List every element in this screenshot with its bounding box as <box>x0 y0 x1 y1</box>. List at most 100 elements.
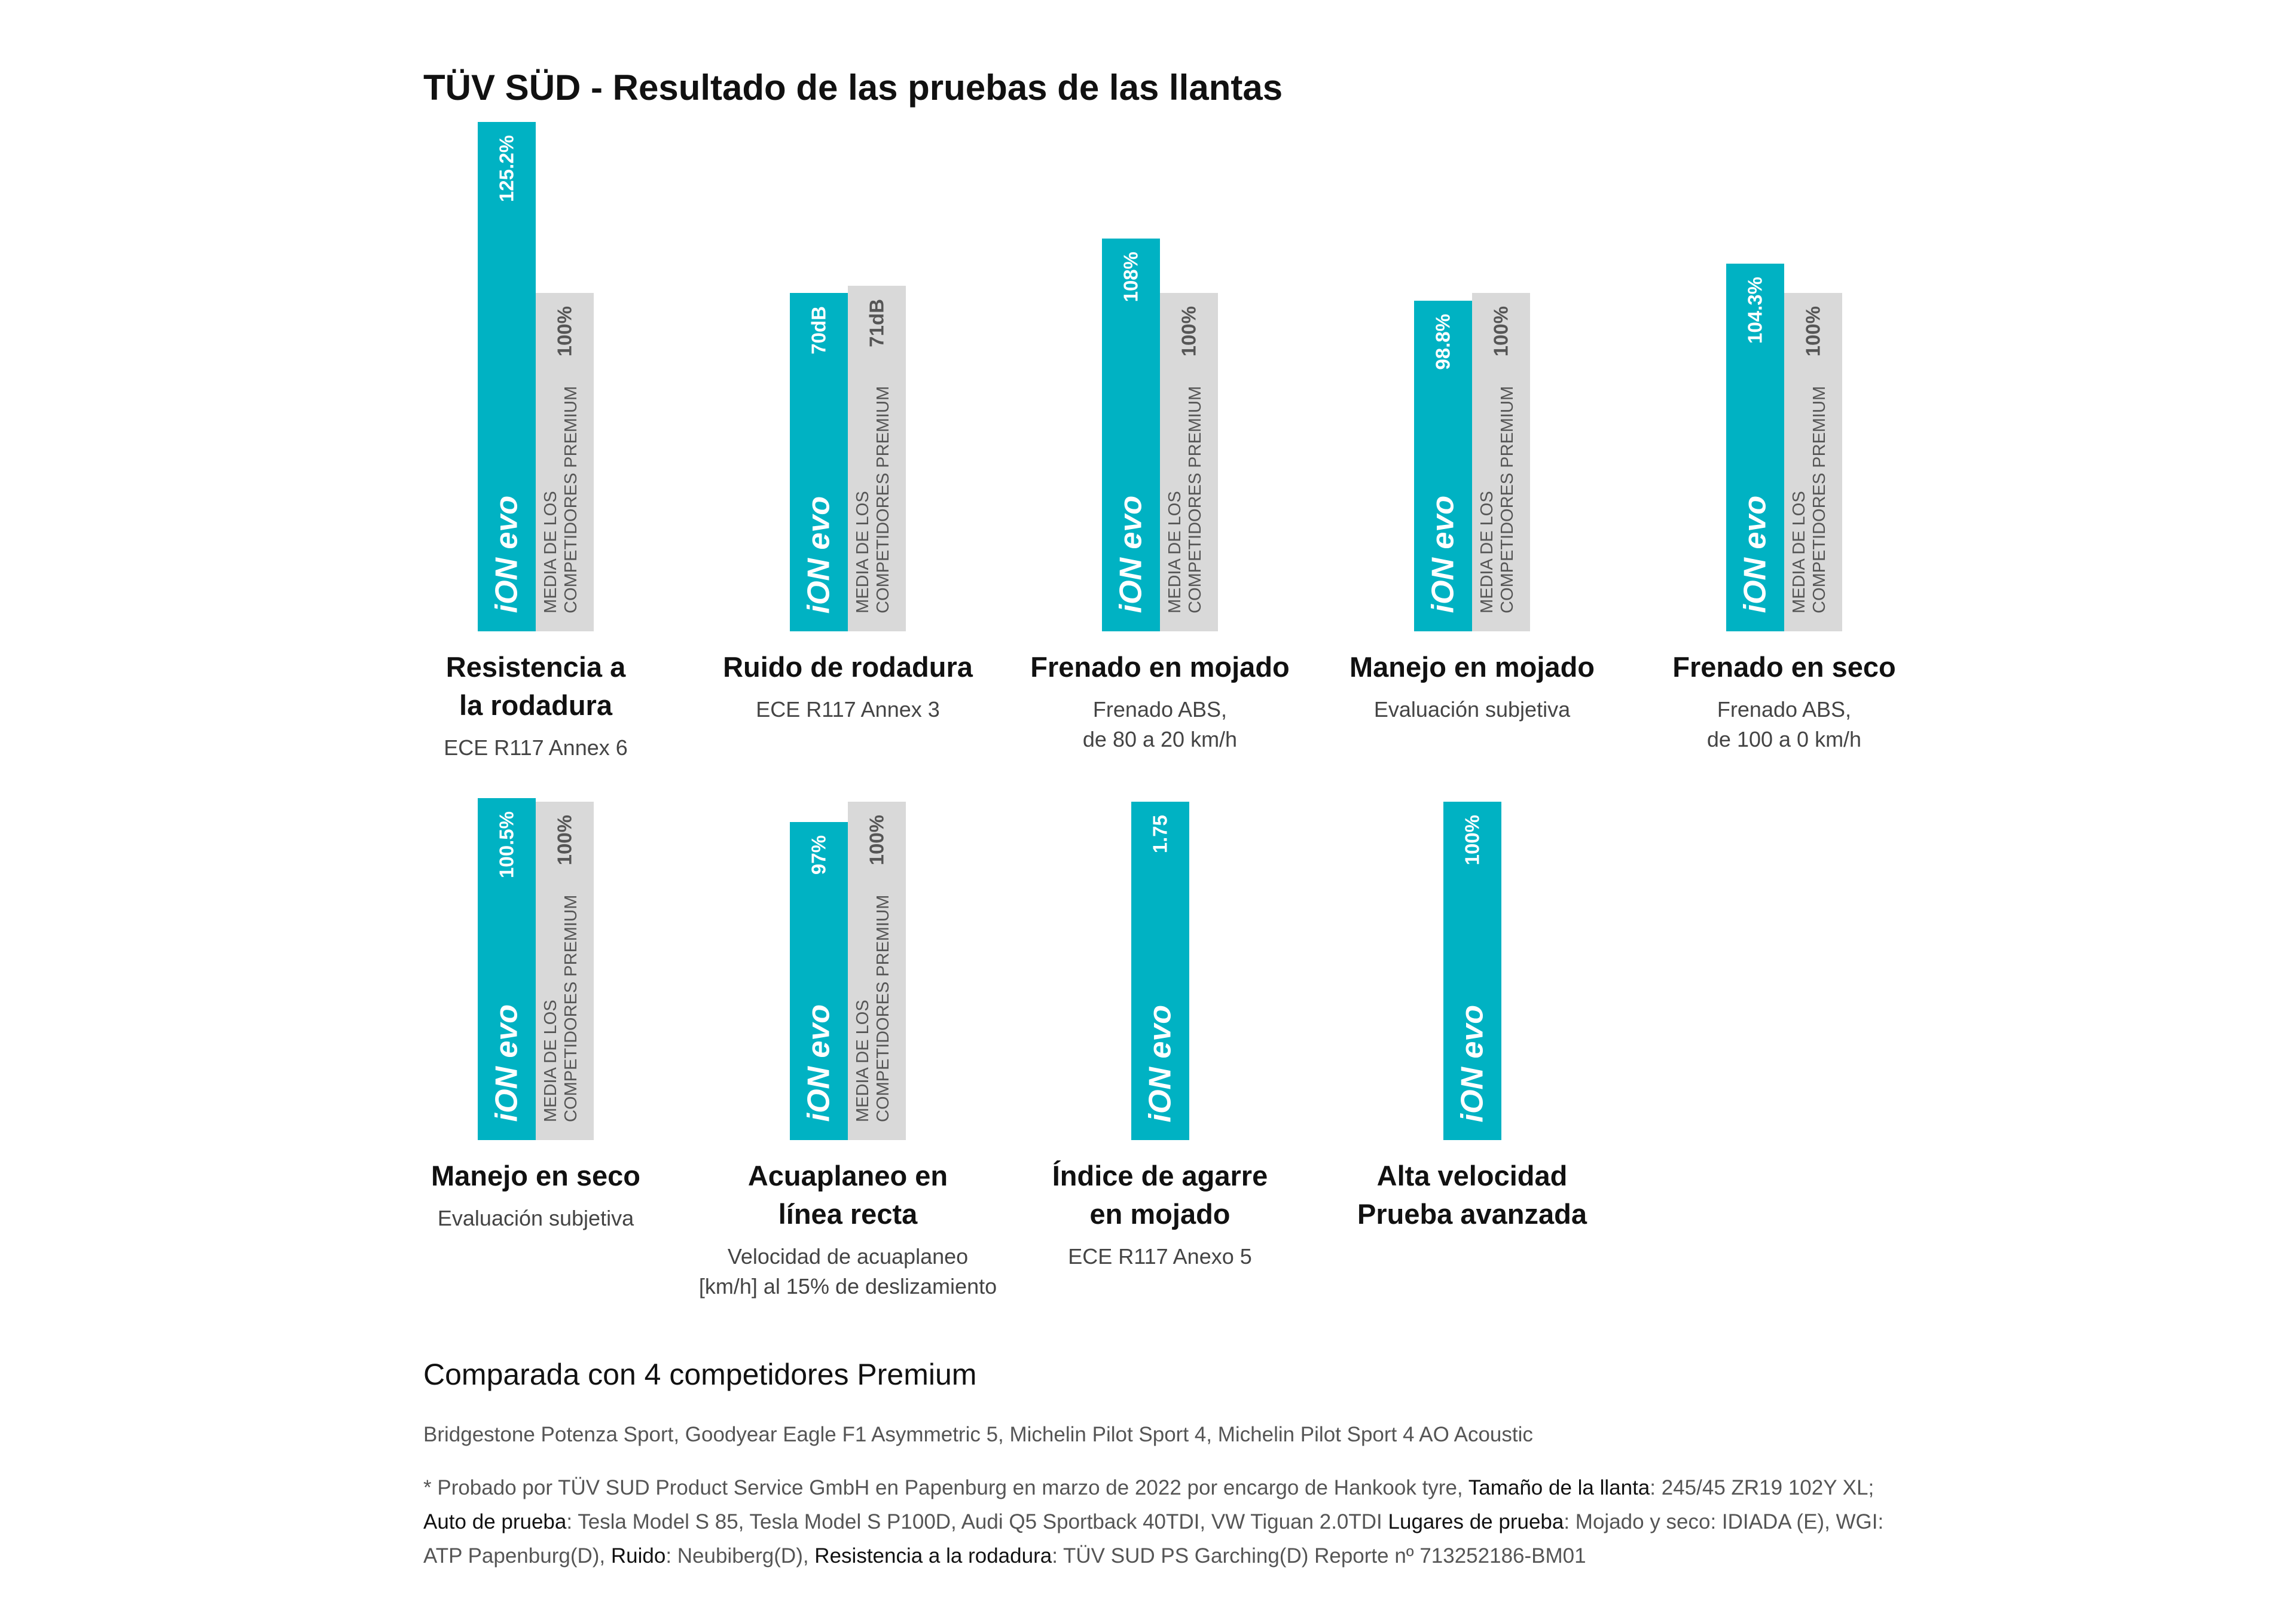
panel-subtitle-line: de 80 a 20 km/h <box>1082 727 1238 751</box>
panel-title: Acuaplaneo en línea recta <box>639 1157 1057 1233</box>
note-label: Auto de prueba <box>423 1510 567 1533</box>
panel-subtitle-line: ECE R117 Annex 6 <box>444 735 628 760</box>
panel-title: Resistencia a la rodadura <box>326 648 745 725</box>
bar: 100.5% iON evo <box>478 798 536 1140</box>
series-label: MEDIA DE LOS COMPETIDORES PREMIUM <box>541 386 581 613</box>
panel-text: Índice de agarre en mojado ECE R117 Anexo … <box>951 1157 1369 1272</box>
bar: 100% MEDIA DE LOS COMPETIDORES PREMIUM <box>1784 292 1842 631</box>
series-label: MEDIA DE LOS COMPETIDORES PREMIUM <box>853 386 893 613</box>
panel-text: Frenado en mojado Frenado ABS, de 80 a 20 … <box>951 648 1369 754</box>
series-label: MEDIA DE LOS COMPETIDORES PREMIUM <box>541 894 581 1122</box>
value-label: 1.75 <box>1149 814 1171 853</box>
panel-title-line: Alta velocidad <box>1376 1160 1568 1191</box>
value-label: 100% <box>865 814 888 866</box>
panel-subtitle-line: Evaluación subjetiva <box>1373 697 1571 722</box>
panel-text: Ruido de rodadura ECE R117 Annex 3 <box>639 648 1057 725</box>
panel-subtitle: Frenado ABS, de 100 a 0 km/h <box>1575 695 1993 754</box>
panel-title-line: Manejo en mojado <box>1349 651 1595 683</box>
bar: 108% iON evo <box>1102 239 1160 631</box>
series-label: iON evo <box>1143 1004 1177 1123</box>
panel-subtitle-line: ECE R117 Annex 3 <box>756 697 940 722</box>
series-label: iON evo <box>489 496 524 613</box>
panel-text: Acuaplaneo en línea recta Velocidad de acu… <box>639 1157 1057 1302</box>
value-label: 100% <box>1177 305 1200 357</box>
value-label: 100% <box>1461 814 1483 866</box>
panel-text: Manejo en mojado Evaluación subjetiva <box>1263 648 1681 725</box>
note-intro: * Probado por TÜV SUD Product Service Gm… <box>423 1476 1468 1499</box>
bar: 100% MEDIA DE LOS COMPETIDORES PREMIUM <box>1472 292 1530 631</box>
comparison-heading: Comparada con 4 competidores Premium <box>423 1358 977 1391</box>
note-label: Ruido <box>610 1544 666 1568</box>
panel-subtitle-line: Evaluación subjetiva <box>437 1206 634 1230</box>
panel-title: Manejo en seco <box>326 1157 745 1195</box>
panel-title: Alta velocidad Prueba avanzada <box>1263 1157 1681 1233</box>
value-label: 100.5% <box>495 811 518 879</box>
panel-text: Manejo en seco Evaluación subjetiva <box>326 1157 745 1233</box>
panel-title-line: Frenado en mojado <box>1030 651 1290 683</box>
bar: 1.75 iON evo <box>1131 801 1189 1140</box>
series-label: iON evo <box>1738 496 1773 613</box>
panel-title-line: línea recta <box>778 1198 918 1230</box>
panel-subtitle: Frenado ABS, de 80 a 20 km/h <box>951 695 1369 754</box>
panel-title-line: Índice de agarre <box>1052 1160 1268 1191</box>
bar: 98.8% iON evo <box>1414 301 1472 631</box>
panel-title-line: en mojado <box>1089 1198 1231 1230</box>
series-label: iON evo <box>1455 1004 1489 1123</box>
note-text: : Neubiberg(D), <box>665 1544 815 1568</box>
series-label: iON evo <box>801 1004 836 1122</box>
bar: 100% MEDIA DE LOS COMPETIDORES PREMIUM <box>536 292 594 631</box>
series-label: MEDIA DE LOS COMPETIDORES PREMIUM <box>853 894 893 1122</box>
panel-title: Frenado en mojado <box>951 648 1369 686</box>
bar: 100% MEDIA DE LOS COMPETIDORES PREMIUM <box>536 801 594 1140</box>
bar: 100% MEDIA DE LOS COMPETIDORES PREMIUM <box>1160 292 1218 631</box>
panel-subtitle: Velocidad de acuaplaneo [km/h] al 15% de … <box>639 1242 1057 1302</box>
panel-subtitle: Evaluación subjetiva <box>1263 695 1681 725</box>
value-label: 125.2% <box>495 135 518 203</box>
value-label: 100% <box>553 305 576 357</box>
series-label: iON evo <box>801 496 836 614</box>
panel-title-line: Acuaplaneo en <box>747 1160 948 1191</box>
panel-title-line: Ruido de rodadura <box>723 651 973 683</box>
value-label: 100% <box>553 814 576 866</box>
bar: 104.3% iON evo <box>1726 264 1784 631</box>
note-text: : Mojado y seco: IDIADA (E), WGI: ATP Pa… <box>423 1510 1884 1568</box>
bar: 125.2% iON evo <box>478 122 536 631</box>
bar: 70dB iON evo <box>790 292 848 631</box>
panel-subtitle: Evaluación subjetiva <box>326 1203 745 1233</box>
panel-text: Alta velocidad Prueba avanzada <box>1263 1157 1681 1233</box>
panel-subtitle-line: Velocidad de acuaplaneo <box>727 1244 969 1269</box>
panel-text: Resistencia a la rodadura ECE R117 Annex 6 <box>326 648 745 763</box>
footer: Comparada con 4 competidores Premium Bri… <box>423 1357 1906 1573</box>
panel-title: Ruido de rodadura <box>639 648 1057 686</box>
note-text: : 245/45 ZR19 102Y XL; <box>1650 1476 1874 1499</box>
note-label: Resistencia a la rodadura <box>814 1544 1052 1568</box>
bar: 100% iON evo <box>1443 801 1501 1140</box>
panel-title-line: Frenado en seco <box>1672 651 1896 683</box>
panel-subtitle-line: ECE R117 Anexo 5 <box>1068 1244 1252 1269</box>
series-label: iON evo <box>1113 496 1149 613</box>
value-label: 100% <box>1802 305 1824 357</box>
bar: 71dB MEDIA DE LOS COMPETIDORES PREMIUM <box>848 286 906 631</box>
panel-title-line: Manejo en seco <box>431 1160 640 1191</box>
value-label: 108% <box>1119 252 1142 303</box>
series-label: iON evo <box>1425 496 1461 613</box>
series-label: iON evo <box>489 1004 524 1122</box>
note-text: : Tesla Model S 85, Tesla Model S P100D,… <box>566 1510 1388 1533</box>
panel-subtitle: ECE R117 Annex 3 <box>639 695 1057 725</box>
series-label: MEDIA DE LOS COMPETIDORES PREMIUM <box>1477 386 1517 613</box>
bar: 100% MEDIA DE LOS COMPETIDORES PREMIUM <box>848 801 906 1140</box>
panel-subtitle-line: Frenado ABS, <box>1092 697 1228 722</box>
panel-text: Frenado en seco Frenado ABS, de 100 a 0 km… <box>1575 648 1993 754</box>
value-label: 104.3% <box>1744 277 1766 344</box>
note-text: : TÜV SUD PS Garching(D) Reporte nº 7132… <box>1052 1544 1586 1568</box>
series-label: MEDIA DE LOS COMPETIDORES PREMIUM <box>1165 386 1205 613</box>
value-label: 70dB <box>807 305 830 355</box>
series-label: MEDIA DE LOS COMPETIDORES PREMIUM <box>1790 386 1829 613</box>
panel-title: Manejo en mojado <box>1263 648 1681 686</box>
bar: 97% iON evo <box>790 821 848 1140</box>
value-label: 71dB <box>865 299 888 348</box>
panel-subtitle: ECE R117 Annex 6 <box>326 733 745 763</box>
note-label: Tamaño de la llanta <box>1468 1476 1650 1499</box>
panel-title-line: Resistencia a <box>445 651 626 683</box>
